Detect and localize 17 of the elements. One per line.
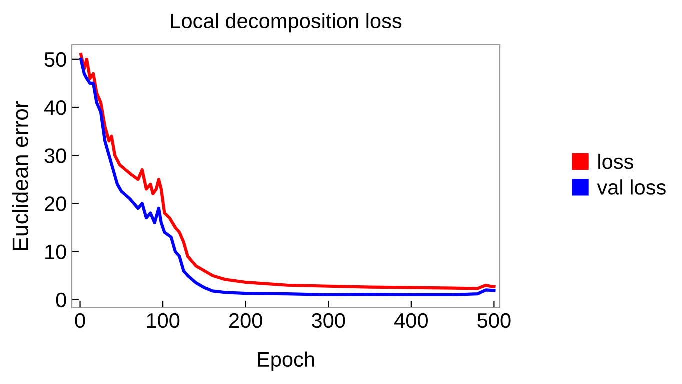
legend-label: val loss	[597, 180, 666, 195]
y-tick-label: 30	[44, 148, 66, 164]
y-tick-label: 50	[44, 52, 66, 68]
legend-label: loss	[598, 154, 634, 170]
x-tick-label: 300	[312, 313, 346, 328]
x-tick-label: 200	[230, 313, 262, 328]
y-axis-title: Euclidean error	[12, 102, 28, 250]
chart-title: Local decomposition loss	[171, 13, 402, 33]
x-axis-title: Epoch	[258, 352, 314, 372]
x-tick-label: 400	[394, 313, 428, 328]
y-tick-label: 10	[46, 244, 66, 260]
x-tick-label: 0	[75, 313, 86, 328]
y-tick-label: 0	[56, 292, 66, 308]
y-tick-label: 20	[45, 196, 66, 212]
x-tick-label: 100	[147, 313, 180, 328]
y-tick-label: 40	[44, 100, 66, 116]
x-tick-label: 500	[478, 313, 511, 328]
